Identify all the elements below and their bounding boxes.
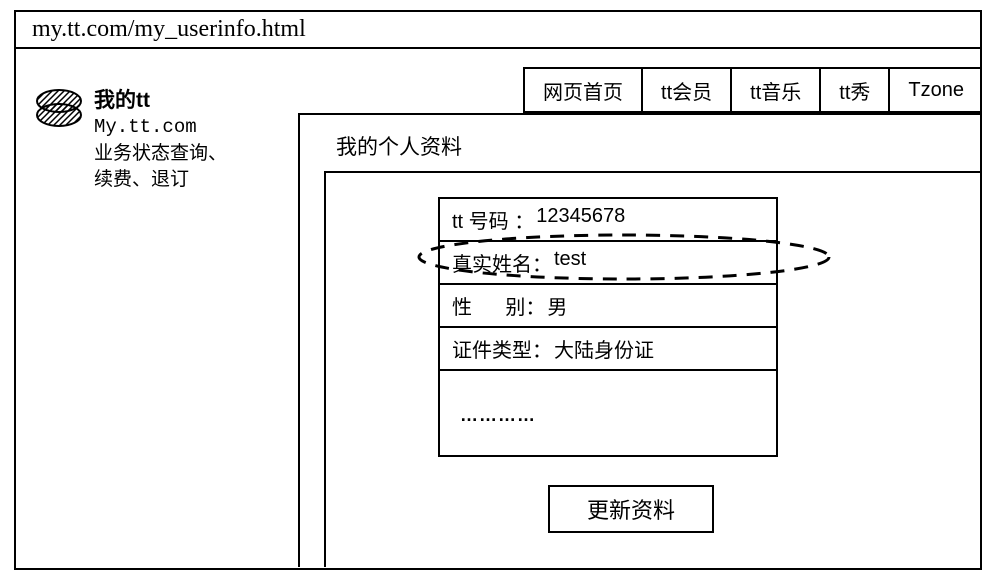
tab-label: Tzone bbox=[908, 79, 964, 102]
info-label: 性 别： bbox=[452, 291, 545, 320]
sidebar-desc-1: 业务状态查询、 bbox=[94, 141, 227, 167]
tab-label: tt会员 bbox=[661, 76, 712, 105]
update-button[interactable]: 更新资料 bbox=[548, 485, 714, 533]
info-label: tt 号码 ： bbox=[452, 205, 534, 234]
info-value: test bbox=[554, 248, 586, 277]
update-button-label: 更新资料 bbox=[587, 493, 675, 525]
info-value: 大陆身份证 bbox=[554, 334, 654, 363]
tab-label: tt秀 bbox=[839, 76, 870, 105]
info-row-id-type: 证件类型： 大陆身份证 bbox=[440, 328, 776, 371]
tab-label: tt音乐 bbox=[750, 76, 801, 105]
ellipsis-dots: ………… bbox=[460, 405, 536, 426]
url-text: my.tt.com/my_userinfo.html bbox=[32, 16, 306, 42]
main-panel: 我的个人资料 tt 号码 ： 12345678 真实姓名： test 性 别： … bbox=[298, 113, 980, 567]
sidebar-desc-2: 续费、退订 bbox=[94, 167, 227, 193]
info-table: tt 号码 ： 12345678 真实姓名： test 性 别： 男 证件类型：… bbox=[438, 197, 778, 457]
info-row-more: ………… bbox=[440, 371, 776, 455]
tab-music[interactable]: tt音乐 bbox=[730, 69, 819, 111]
info-row-tt-number: tt 号码 ： 12345678 bbox=[440, 199, 776, 242]
logo-icon bbox=[32, 87, 86, 129]
info-value: 男 bbox=[547, 291, 567, 320]
info-row-real-name: 真实姓名： test bbox=[440, 242, 776, 285]
sidebar: 我的tt My.tt.com 业务状态查询、 续费、退订 bbox=[32, 87, 282, 192]
info-label: 真实姓名： bbox=[452, 248, 552, 277]
tabs-row: 网页首页 tt会员 tt音乐 tt秀 Tzone bbox=[523, 67, 982, 113]
tab-home[interactable]: 网页首页 bbox=[523, 69, 641, 111]
tab-show[interactable]: tt秀 bbox=[819, 69, 888, 111]
info-value: 12345678 bbox=[536, 205, 625, 234]
info-row-gender: 性 别： 男 bbox=[440, 285, 776, 328]
sidebar-title: 我的tt bbox=[94, 87, 227, 115]
sidebar-subtitle: My.tt.com bbox=[94, 115, 227, 141]
content-area: 我的tt My.tt.com 业务状态查询、 续费、退订 网页首页 tt会员 t… bbox=[16, 49, 980, 565]
sidebar-text: 我的tt My.tt.com 业务状态查询、 续费、退订 bbox=[94, 87, 227, 192]
browser-window: my.tt.com/my_userinfo.html 我的tt My.tt.co… bbox=[14, 10, 982, 570]
info-label: 证件类型： bbox=[452, 334, 552, 363]
tab-member[interactable]: tt会员 bbox=[641, 69, 730, 111]
tab-tzone[interactable]: Tzone bbox=[888, 69, 982, 111]
inner-panel: tt 号码 ： 12345678 真实姓名： test 性 别： 男 证件类型：… bbox=[324, 171, 980, 567]
panel-title: 我的个人资料 bbox=[336, 131, 462, 161]
url-bar[interactable]: my.tt.com/my_userinfo.html bbox=[16, 12, 980, 49]
tab-label: 网页首页 bbox=[543, 76, 623, 105]
